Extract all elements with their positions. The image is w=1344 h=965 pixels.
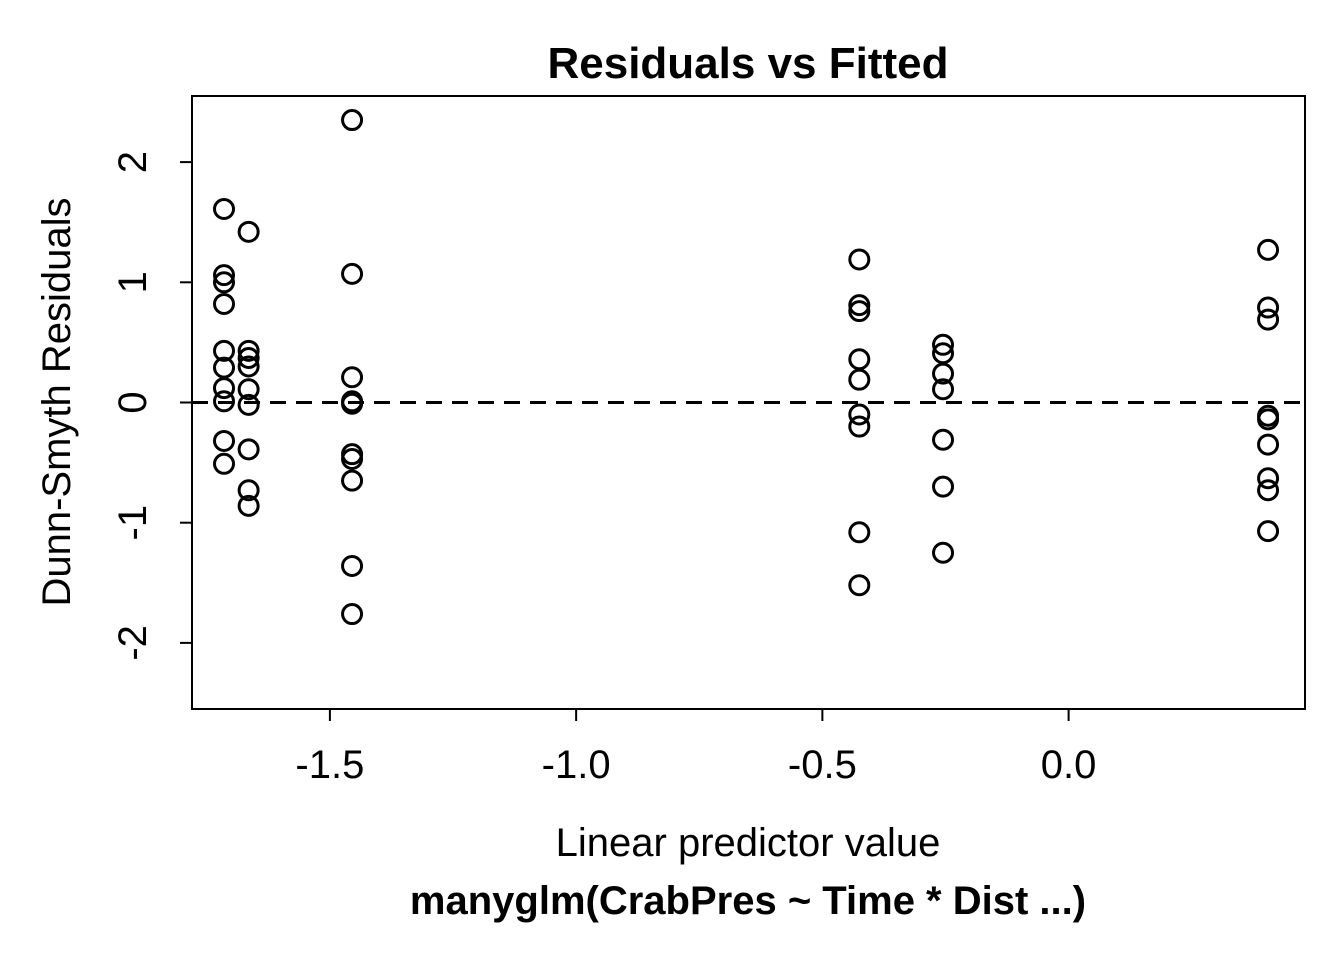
data-point xyxy=(213,452,236,475)
data-point xyxy=(1257,433,1280,456)
data-point xyxy=(932,362,955,385)
data-point xyxy=(213,264,236,287)
data-point xyxy=(848,415,871,438)
chart-title: Residuals vs Fitted xyxy=(547,39,948,88)
data-point xyxy=(341,262,364,285)
data-point xyxy=(932,333,955,356)
x-tick-label: -1.5 xyxy=(295,743,364,787)
data-point xyxy=(848,521,871,544)
data-point xyxy=(213,390,236,413)
data-point xyxy=(932,378,955,401)
data-point xyxy=(1257,238,1280,261)
x-axis: -1.5 -1.0 -0.5 0.0 xyxy=(295,709,1096,787)
data-point xyxy=(213,377,236,400)
data-point xyxy=(237,378,260,401)
data-point xyxy=(237,438,260,461)
data-point xyxy=(1257,467,1280,490)
x-axis-label: Linear predictor value xyxy=(556,821,941,865)
data-point xyxy=(237,479,260,502)
data-point xyxy=(848,248,871,271)
data-point xyxy=(237,355,260,378)
data-point xyxy=(341,447,364,470)
data-point xyxy=(1257,479,1280,502)
data-point xyxy=(1257,520,1280,543)
y-tick-label: 2 xyxy=(111,151,155,173)
y-tick-label: 1 xyxy=(111,271,155,293)
y-axis-label: Dunn-Smyth Residuals xyxy=(35,197,79,606)
data-point xyxy=(1257,308,1280,331)
data-point xyxy=(213,339,236,362)
data-point xyxy=(932,541,955,564)
data-point xyxy=(341,554,364,577)
data-point xyxy=(237,494,260,517)
points-layer xyxy=(213,109,1280,626)
data-point xyxy=(932,475,955,498)
data-point xyxy=(341,603,364,626)
x-tick-label: -0.5 xyxy=(788,743,857,787)
y-tick-label: -2 xyxy=(111,625,155,661)
data-point xyxy=(1257,296,1280,319)
data-point xyxy=(848,403,871,426)
data-point xyxy=(341,392,364,415)
y-tick-label: 0 xyxy=(111,391,155,413)
y-axis: -2 -1 0 1 2 xyxy=(111,151,192,661)
data-point xyxy=(848,294,871,317)
data-point xyxy=(237,347,260,370)
data-point xyxy=(848,368,871,391)
data-point xyxy=(341,469,364,492)
data-point xyxy=(848,348,871,371)
data-point xyxy=(213,197,236,220)
data-point xyxy=(932,428,955,451)
data-point xyxy=(213,429,236,452)
data-point xyxy=(237,393,260,416)
data-point xyxy=(848,574,871,597)
data-point xyxy=(237,339,260,362)
data-point xyxy=(213,271,236,294)
data-point xyxy=(237,220,260,243)
data-point xyxy=(1257,408,1280,431)
x-tick-label: -1.0 xyxy=(542,743,611,787)
data-point xyxy=(341,109,364,132)
data-point xyxy=(341,366,364,389)
model-formula-label: manyglm(CrabPres ~ Time * Dist ...) xyxy=(410,879,1086,923)
x-tick-label: 0.0 xyxy=(1041,743,1097,787)
y-tick-label: -1 xyxy=(111,505,155,541)
data-point xyxy=(848,300,871,323)
data-point xyxy=(213,292,236,315)
